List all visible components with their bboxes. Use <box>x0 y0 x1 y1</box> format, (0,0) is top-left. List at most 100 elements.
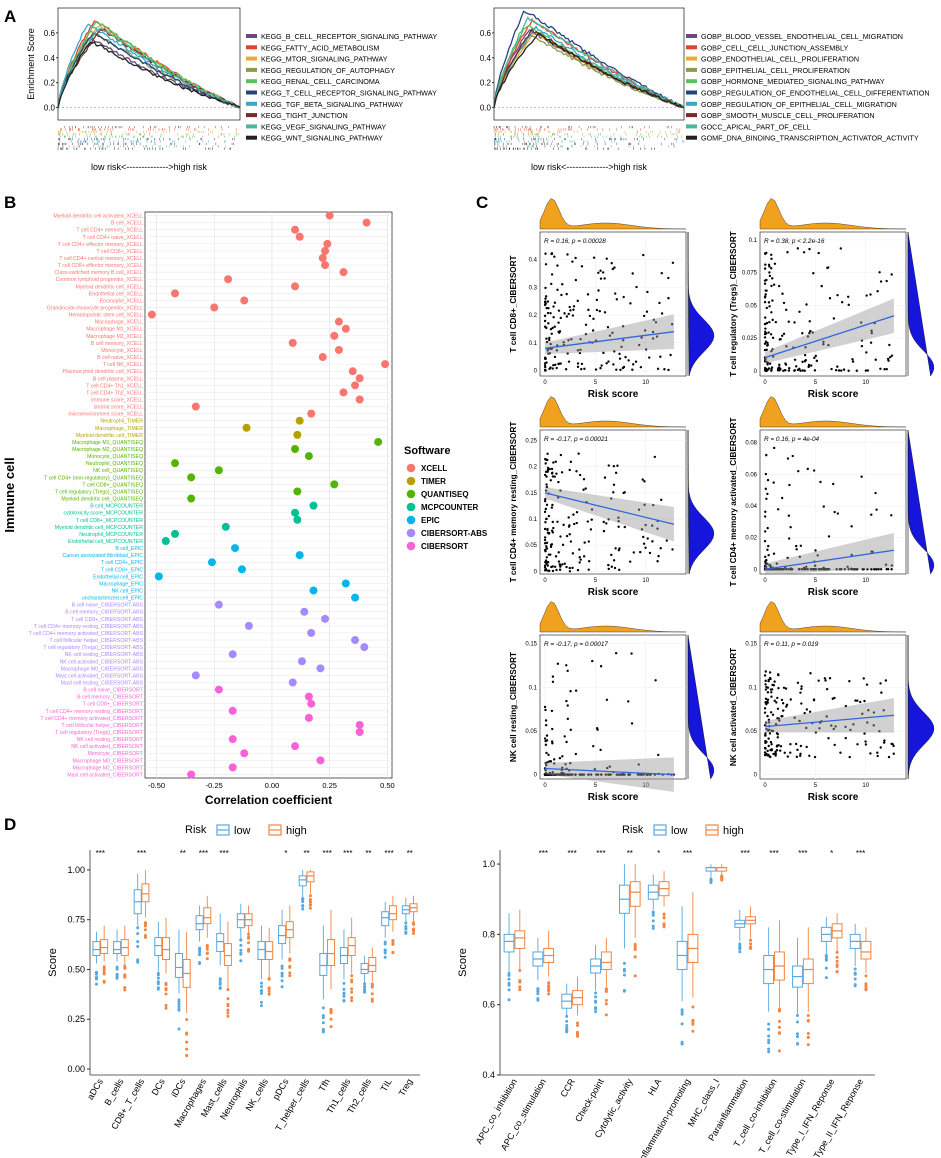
y-tick-label: 0.02 <box>745 536 757 542</box>
data-point <box>820 284 823 288</box>
data-point <box>544 462 547 465</box>
data-point <box>546 452 549 455</box>
data-point <box>591 329 595 332</box>
data-point <box>654 679 657 682</box>
data-point <box>591 659 594 663</box>
data-point <box>890 568 893 571</box>
data-point <box>766 548 769 551</box>
data-point <box>784 568 788 571</box>
plot-frame <box>759 429 907 575</box>
data-point <box>805 303 808 306</box>
data-point <box>643 503 646 507</box>
data-point <box>551 742 554 745</box>
data-point <box>582 488 585 491</box>
data-point <box>545 485 549 489</box>
outlier <box>164 1006 168 1010</box>
correlation-dot <box>187 494 196 503</box>
data-point <box>767 718 771 722</box>
data-point <box>546 564 549 567</box>
data-point <box>569 728 572 732</box>
data-point <box>843 568 847 571</box>
data-point <box>556 288 559 292</box>
x-tick-label: 5 <box>814 578 818 584</box>
outlier <box>518 988 522 992</box>
data-point <box>776 508 780 511</box>
data-point <box>556 662 560 665</box>
data-point <box>764 679 767 683</box>
right-density <box>907 634 935 780</box>
y-tick-label: 0.08 <box>745 441 757 447</box>
data-point <box>799 369 802 372</box>
data-point <box>635 285 638 289</box>
outlier <box>123 985 127 989</box>
data-point <box>886 357 890 361</box>
correlation-dot <box>291 445 300 454</box>
y-tick-label: 0.25 <box>525 438 537 444</box>
data-point <box>596 773 600 776</box>
outlier <box>94 972 98 976</box>
legend-swatch <box>246 34 257 38</box>
outlier <box>651 924 655 928</box>
outlier <box>507 981 511 985</box>
correlation-dot <box>334 317 343 326</box>
significance-mark: *** <box>219 849 228 858</box>
data-point <box>543 319 547 323</box>
data-point <box>552 305 555 308</box>
data-point <box>820 568 823 571</box>
cell-label: Hematopoietic stem cell_XCELL <box>69 313 144 319</box>
x-tick-label: Inflammation-promoting <box>636 1077 692 1158</box>
y-tick-label: 0.1 <box>529 517 538 523</box>
data-point <box>571 773 574 776</box>
data-point <box>592 317 595 321</box>
data-point <box>770 311 773 314</box>
data-point <box>813 755 817 759</box>
x-tick-label: 0 <box>763 380 767 386</box>
y-axis-title: NK cell activated_CIBERSORT <box>729 648 738 766</box>
correlation-dot <box>154 572 163 581</box>
data-point <box>567 516 570 519</box>
data-point <box>772 552 776 555</box>
data-point <box>795 755 799 759</box>
data-point <box>888 343 891 347</box>
data-point <box>789 568 793 571</box>
data-point <box>784 362 787 365</box>
data-point <box>849 728 852 732</box>
legend-dot <box>406 476 416 486</box>
data-point <box>628 773 632 776</box>
outlier <box>370 999 374 1003</box>
data-point <box>623 525 627 529</box>
legend-label: KEGG_FATTY_ACID_METABOLISM <box>261 43 379 52</box>
data-point <box>799 691 802 694</box>
correlation-dot <box>295 551 304 560</box>
x-tick-label: 10 <box>862 578 869 584</box>
data-point <box>597 289 600 292</box>
data-point <box>766 698 770 701</box>
outlier <box>247 935 251 939</box>
legend-label: CIBERSORT <box>421 542 468 551</box>
data-point <box>835 568 838 571</box>
data-point <box>612 465 616 468</box>
data-point <box>620 345 623 349</box>
data-point <box>566 704 569 707</box>
data-point <box>550 543 554 546</box>
data-point <box>607 773 610 776</box>
data-point <box>856 743 859 746</box>
gsea-kegg-chart: 0.0 0.2 0.4 0.6 Enrichment Score KEGG_B_CELL_… <box>26 7 437 172</box>
legend-dot <box>406 541 416 551</box>
box <box>368 957 377 972</box>
plot-frame <box>57 7 241 121</box>
cell-label: Plasmacytoid dendritic cell_XCELL <box>63 369 144 375</box>
cell-label: T cell follicular helper_CIBERSORT-ABS <box>49 638 143 644</box>
data-point <box>622 295 625 299</box>
data-point <box>827 266 830 269</box>
cell-label: NK cell resting_CIBERSORT-ABS <box>65 652 144 658</box>
data-point <box>778 749 782 752</box>
box <box>195 915 204 931</box>
cell-label: T cell CD8+_QUANTISEQ <box>82 482 143 488</box>
data-point <box>817 679 820 682</box>
outlier <box>308 897 312 901</box>
data-point <box>770 729 773 732</box>
data-point <box>602 529 606 533</box>
outlier <box>363 984 367 988</box>
data-point <box>600 773 603 776</box>
